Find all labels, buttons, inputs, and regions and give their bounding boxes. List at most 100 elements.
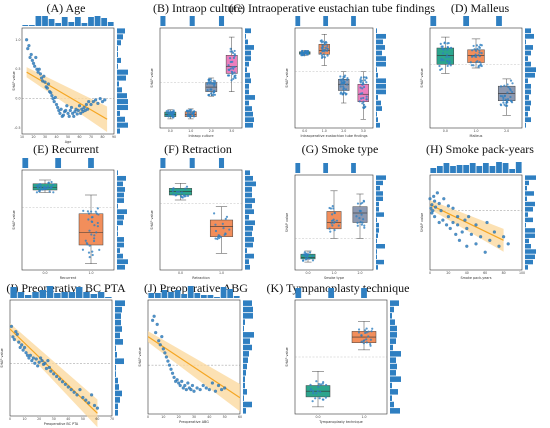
jitter-point (365, 327, 368, 330)
top-histogram-bar (328, 288, 335, 298)
data-point (463, 218, 467, 222)
jitter-point (326, 54, 329, 57)
data-point (155, 322, 159, 327)
jitter-point (502, 96, 505, 100)
data-point (65, 104, 69, 108)
top-histogram-bar (214, 297, 220, 298)
side-histogram-bar (376, 117, 378, 123)
side-histogram-bar (376, 244, 385, 249)
jitter-point (224, 217, 227, 220)
jitter-point (362, 200, 366, 203)
data-point (207, 387, 211, 392)
data-point (190, 383, 195, 388)
side-histogram-bar (376, 39, 383, 45)
plot-frame (159, 27, 243, 129)
jitter-point (230, 70, 233, 73)
data-point (52, 100, 56, 104)
jitter-point (41, 188, 44, 191)
y-axis-label: SHAP value (150, 210, 154, 229)
jitter-point (91, 250, 94, 253)
jitter-point (362, 103, 366, 106)
data-point (457, 238, 462, 242)
jitter-point (212, 91, 215, 94)
jitter-point (167, 109, 170, 112)
side-histogram-bar (376, 238, 377, 244)
data-point (31, 61, 36, 65)
x-axis-label: Intraoperative eustachian tube findings (300, 134, 367, 138)
jitter-point (333, 228, 336, 232)
jitter-point (308, 257, 311, 260)
jitter-point (206, 82, 209, 85)
jitter-point (228, 74, 231, 77)
data-point (446, 204, 450, 208)
jitter-point (187, 114, 191, 117)
jitter-point (509, 79, 513, 82)
top-histogram-bar (174, 290, 181, 298)
box-orange (209, 219, 234, 237)
jitter-point (318, 397, 321, 400)
side-histogram-bar (117, 225, 118, 231)
jitter-point (169, 110, 172, 113)
data-point (192, 389, 196, 393)
jitter-point (332, 207, 335, 210)
jitter-point (233, 54, 236, 57)
jitter-point (502, 101, 505, 104)
top-histogram-bar (351, 163, 356, 173)
jitter-point (365, 338, 368, 341)
top-histogram-bar (351, 16, 356, 26)
x-tick-label: 10 (20, 135, 24, 139)
top-histogram-bar (502, 163, 509, 173)
data-point (437, 201, 441, 206)
side-histogram-bar (525, 122, 526, 128)
x-tick-label: 60 (238, 415, 242, 419)
x-tick-label: 60 (483, 271, 487, 275)
side-histogram-bar (243, 344, 252, 351)
data-point (91, 100, 95, 104)
jitter-point (315, 392, 318, 395)
jitter-point (499, 94, 502, 98)
jitter-point (344, 88, 348, 91)
side-histogram-bar (117, 75, 126, 81)
side-histogram-bar (376, 45, 385, 50)
jitter-point (232, 77, 235, 80)
jitter-point (189, 112, 192, 115)
side-histogram-bar (243, 408, 246, 414)
category-tick-label: 0.0 (302, 129, 307, 133)
top-histogram-bar (469, 163, 476, 173)
top-histogram-bar (233, 296, 240, 298)
top-histogram-bar (496, 16, 502, 26)
jitter-point (449, 46, 453, 50)
side-histogram-bar (525, 196, 527, 201)
jitter-point (360, 76, 363, 79)
data-point (469, 232, 473, 236)
jitter-point (446, 48, 449, 51)
side-histogram-bar (525, 95, 529, 100)
jitter-point (449, 64, 452, 67)
x-axis-label: Malleus (470, 134, 483, 138)
data-point (213, 389, 218, 393)
side-histogram-bar (390, 306, 394, 313)
data-point (29, 52, 33, 57)
jitter-point (330, 222, 333, 225)
data-point (82, 105, 86, 110)
jitter-point (365, 341, 368, 344)
jitter-point (442, 59, 445, 62)
category-tick-label: 1.0 (331, 271, 336, 275)
top-histogram-bar (295, 163, 301, 173)
side-histogram-bar (117, 110, 120, 116)
data-point (441, 218, 445, 222)
jitter-point (213, 212, 216, 215)
side-histogram-bar (390, 395, 392, 401)
jitter-point (228, 56, 232, 60)
top-histogram-bar (463, 16, 470, 26)
side-histogram-bar (117, 175, 126, 181)
side-histogram-bar (245, 33, 246, 39)
jitter-point (35, 184, 38, 188)
panel-D: (D) Malleus Malleus SHAP value 0.0 1.0 2.0 (420, 1, 536, 138)
jitter-point (439, 42, 442, 45)
jitter-point (301, 259, 305, 262)
y-tick-label: 1.0 (15, 38, 20, 42)
data-point (59, 107, 63, 111)
side-histogram-bar (376, 201, 379, 207)
data-point (186, 381, 190, 385)
